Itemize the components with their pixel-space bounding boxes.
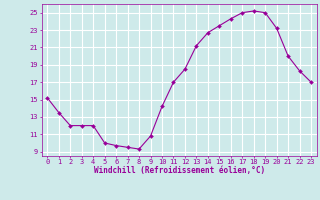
X-axis label: Windchill (Refroidissement éolien,°C): Windchill (Refroidissement éolien,°C) [94,166,265,175]
